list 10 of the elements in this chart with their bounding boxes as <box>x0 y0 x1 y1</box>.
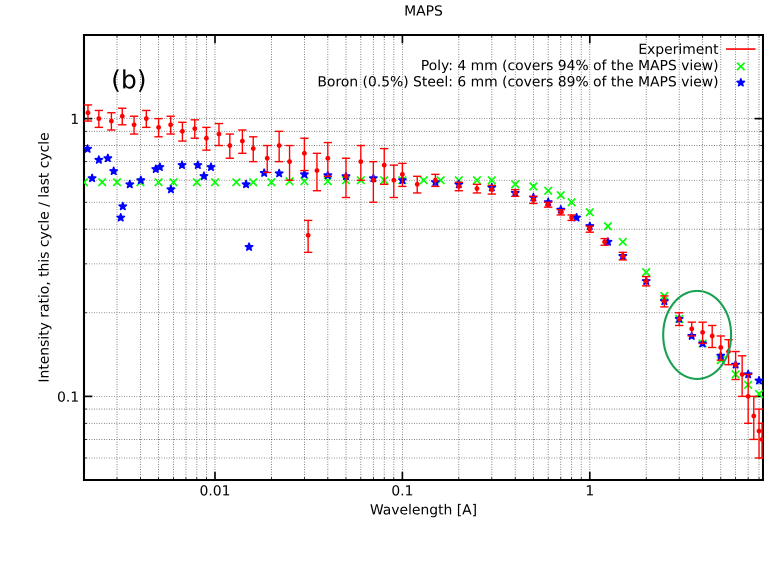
legend-label: Experiment <box>640 43 718 57</box>
x-tick-label: 0.01 <box>200 485 230 496</box>
y-axis-title: Intensity ratio, this cycle / last cycle <box>38 133 52 382</box>
x-tick-label: 1 <box>586 485 593 496</box>
x-tick-label: 0.1 <box>392 485 412 496</box>
legend-label: Poly: 4 mm (covers 94% of the MAPS view) <box>422 60 718 73</box>
chart-title: MAPS <box>406 5 442 16</box>
legend-label: Boron (0.5%) Steel: 6 mm (covers 89% of the MAPS view) <box>318 76 718 88</box>
annotation: (b) <box>113 69 144 92</box>
x-axis-title: Wavelength [A] <box>370 504 476 518</box>
